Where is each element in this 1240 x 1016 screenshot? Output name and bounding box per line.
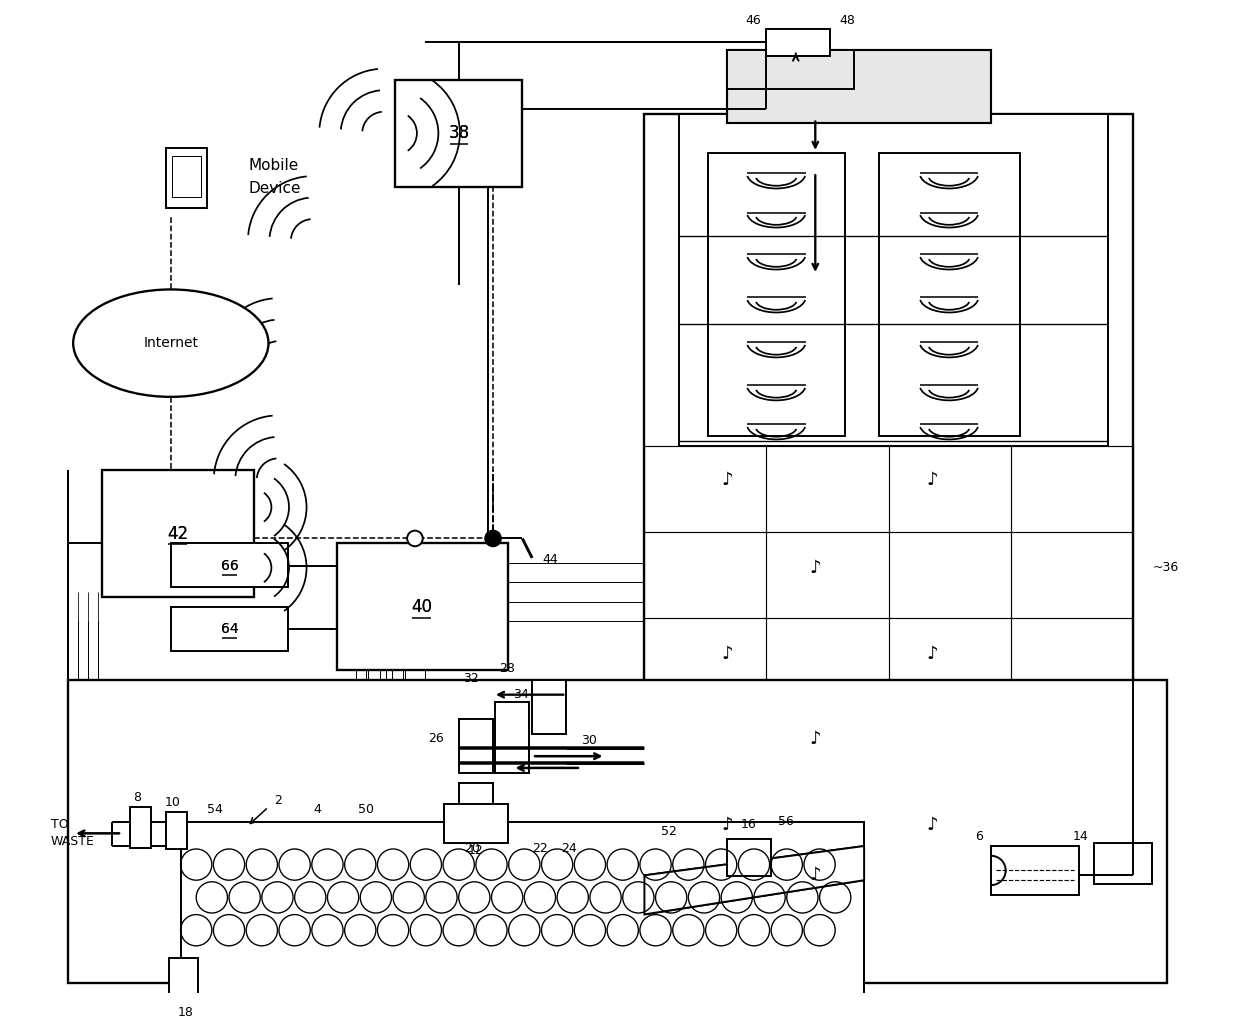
Text: 4: 4 [314,804,321,817]
Text: 22: 22 [532,842,548,855]
Text: ♪: ♪ [810,559,821,577]
Text: 18: 18 [177,1006,193,1016]
Bar [766,28,830,56]
Circle shape [485,530,501,547]
Ellipse shape [73,290,269,397]
Bar [171,607,288,650]
Bar [444,804,507,843]
Text: 14: 14 [1073,830,1089,842]
Text: 38: 38 [449,124,470,142]
Text: Device: Device [249,182,301,196]
Text: 38: 38 [449,124,470,142]
Text: TO: TO [51,818,68,831]
Bar [181,822,864,998]
Text: 48: 48 [839,14,856,27]
Bar [181,953,864,998]
Bar [459,719,494,773]
Text: 50: 50 [358,804,374,817]
Bar [991,846,1079,895]
Bar [166,812,187,849]
Text: ♪: ♪ [926,470,939,489]
Bar [728,50,854,89]
Text: ♪: ♪ [810,729,821,748]
Text: ♪: ♪ [722,470,733,489]
Text: ♪: ♪ [926,816,939,833]
Text: ♪: ♪ [722,645,733,662]
Text: ♪: ♪ [810,867,821,884]
Bar [728,839,771,877]
Text: 10: 10 [165,796,181,809]
Text: 16: 16 [742,818,756,831]
Text: ♪: ♪ [926,645,939,662]
Bar [103,470,254,597]
Bar [171,544,288,587]
Text: 6: 6 [976,830,983,842]
Text: 30: 30 [582,735,596,747]
Text: 32: 32 [463,672,479,685]
Bar [495,702,529,773]
Text: Mobile: Mobile [249,157,299,173]
Bar [459,782,494,836]
Bar [1094,843,1152,884]
Text: 42: 42 [167,524,188,543]
Polygon shape [645,846,864,914]
Text: 40: 40 [412,597,433,616]
Text: 34: 34 [512,688,528,701]
Text: 54: 54 [207,804,223,817]
Text: 28: 28 [498,661,515,675]
Bar [169,958,198,996]
Text: 52: 52 [661,825,677,838]
Text: 24: 24 [562,842,577,855]
Text: 56: 56 [777,815,794,828]
Bar [879,152,1021,436]
Bar [728,50,991,124]
Text: 26: 26 [429,733,444,745]
Text: 64: 64 [221,622,238,636]
Text: 42: 42 [167,524,188,543]
Bar [181,846,864,953]
Text: 44: 44 [542,554,558,567]
Circle shape [407,530,423,547]
Bar [68,680,1167,982]
Text: 8: 8 [133,790,140,804]
Bar [337,544,507,671]
Text: ~36: ~36 [1152,561,1178,574]
Text: Internet: Internet [144,336,198,351]
Text: 46: 46 [745,14,760,27]
Bar [532,680,567,734]
Text: 40: 40 [412,597,433,616]
Bar [172,155,201,197]
Text: 12: 12 [467,844,484,858]
Text: ♪: ♪ [722,816,733,833]
Bar [130,807,151,848]
Bar [396,79,522,187]
Bar [181,822,864,846]
Bar [678,114,1109,446]
Text: 20: 20 [464,842,480,855]
Text: 66: 66 [221,559,238,573]
Text: 64: 64 [221,622,238,636]
Bar [645,114,1132,876]
Bar [166,148,207,208]
Text: 66: 66 [221,559,238,573]
Bar [708,152,844,436]
Text: 2: 2 [274,793,283,807]
Text: WASTE: WASTE [51,835,94,848]
